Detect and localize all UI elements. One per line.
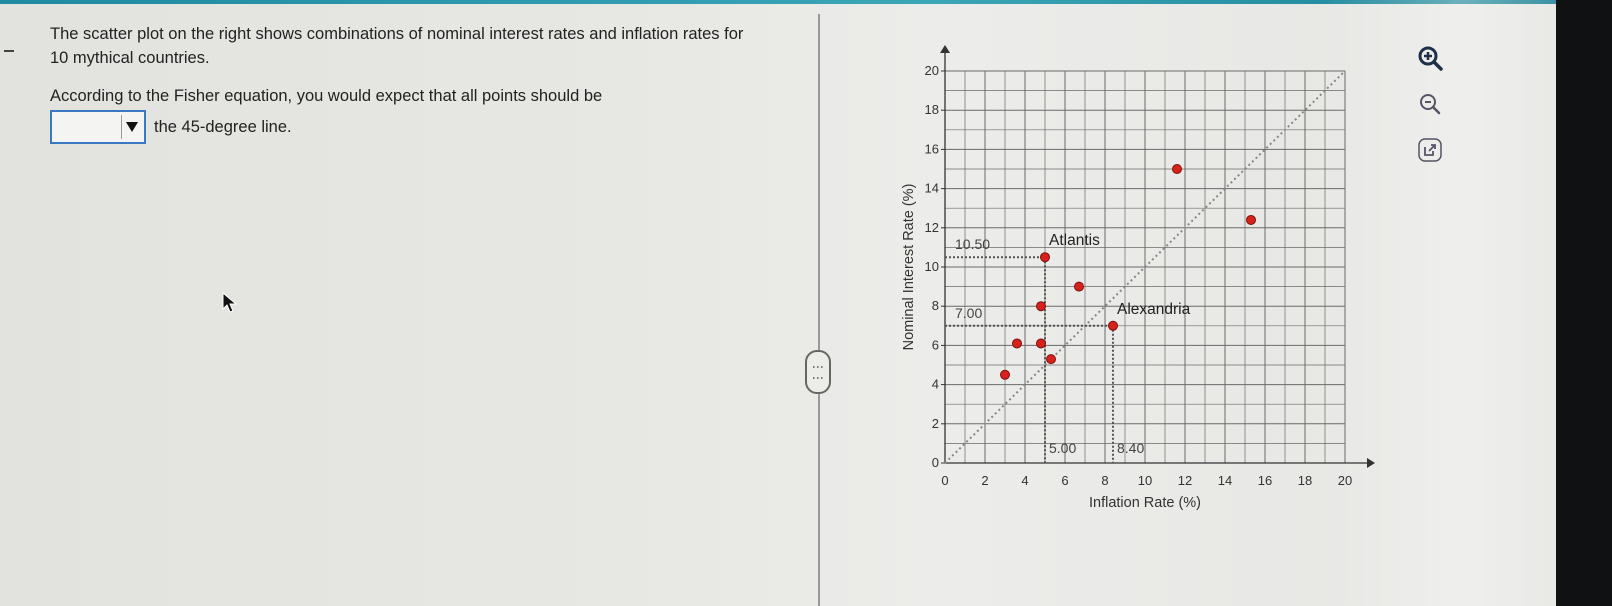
- monitor-bezel: [1556, 0, 1612, 606]
- guide-y-value: 7.00: [955, 305, 982, 321]
- y-axis-label: Nominal Interest Rate (%): [901, 184, 917, 351]
- zoom-out-icon: [1420, 94, 1441, 115]
- grip-dots-icon: ⋮⋮: [811, 361, 825, 383]
- zoom-out-button[interactable]: [1416, 90, 1444, 118]
- y-tick-label: 12: [925, 220, 939, 235]
- y-tick-label: 20: [925, 63, 939, 78]
- scatter-chart: 0 2 4 6 8 10 12 14 16 18 20 0 2 4 6 8 10 12 14 16 18 20 Inflat…: [901, 45, 1375, 511]
- y-tick-label: 2: [932, 416, 939, 431]
- x-tick-label: 20: [1338, 473, 1352, 488]
- top-bar: [0, 0, 1556, 4]
- x-tick-label: 12: [1178, 473, 1192, 488]
- triangle-down-icon: [125, 122, 138, 132]
- x-tick-label: 8: [1101, 473, 1108, 488]
- x-tick-label: 14: [1218, 473, 1232, 488]
- screen-glare: [1320, 0, 1556, 606]
- popout-button[interactable]: [1416, 136, 1444, 164]
- question-prompt: According to the Fisher equation, you wo…: [50, 87, 603, 105]
- y-tick-label: 0: [932, 455, 939, 470]
- answer-row: the 45-degree line.: [50, 110, 750, 144]
- y-tick-label: 18: [925, 102, 939, 117]
- dropdown-toggle[interactable]: [121, 115, 141, 139]
- x-tick-label: 2: [981, 473, 988, 488]
- panel-divider: [818, 14, 820, 606]
- answer-dropdown[interactable]: [50, 110, 146, 144]
- data-point: [1036, 338, 1046, 349]
- question-panel: The scatter plot on the right shows comb…: [50, 22, 750, 144]
- point-label: Alexandria: [1117, 301, 1191, 318]
- x-tick-label: 10: [1138, 473, 1152, 488]
- mouse-pointer-icon: [222, 292, 238, 313]
- question-suffix: the 45-degree line.: [154, 118, 292, 136]
- graph-toolbar: [1416, 44, 1448, 182]
- guide-x-value: 5.00: [1049, 440, 1076, 456]
- data-point: [1172, 164, 1182, 174]
- x-tick-label: 18: [1298, 473, 1312, 488]
- zoom-in-button[interactable]: [1416, 44, 1444, 72]
- x-axis-arrow-icon: [1367, 458, 1375, 468]
- question-intro: The scatter plot on the right shows comb…: [50, 25, 744, 67]
- zoom-in-icon: [1418, 46, 1443, 71]
- y-tick-label: 4: [932, 377, 939, 392]
- reference-45-degree-line: [944, 70, 1346, 464]
- y-tick-label: 8: [932, 298, 939, 313]
- x-axis-label: Inflation Rate (%): [1089, 495, 1201, 511]
- y-tick-label: 16: [925, 141, 939, 156]
- y-tick-label: 6: [932, 337, 939, 352]
- data-point: [1000, 369, 1010, 380]
- x-tick-label: 0: [941, 473, 948, 488]
- data-point: [1012, 338, 1022, 349]
- panel-resize-handle[interactable]: ⋮⋮: [805, 350, 831, 394]
- data-point: [1108, 320, 1118, 331]
- data-point: [1046, 354, 1056, 365]
- data-point: [1074, 281, 1084, 292]
- data-point: [1040, 252, 1050, 263]
- point-label: Atlantis: [1049, 232, 1100, 249]
- external-link-icon: [1418, 138, 1442, 162]
- guide-y-value: 10.50: [955, 236, 990, 252]
- guide-x-value: 8.40: [1117, 440, 1144, 456]
- x-tick-label: 16: [1258, 473, 1272, 488]
- y-axis-arrow-icon: [940, 45, 950, 53]
- data-point: [1036, 301, 1046, 312]
- y-tick-label: 10: [925, 259, 939, 274]
- x-tick-label: 4: [1021, 473, 1028, 488]
- left-edge-mark: [4, 50, 14, 52]
- screen: The scatter plot on the right shows comb…: [0, 0, 1556, 606]
- x-tick-label: 6: [1061, 473, 1068, 488]
- y-tick-label: 14: [925, 181, 939, 196]
- data-point: [1246, 214, 1256, 225]
